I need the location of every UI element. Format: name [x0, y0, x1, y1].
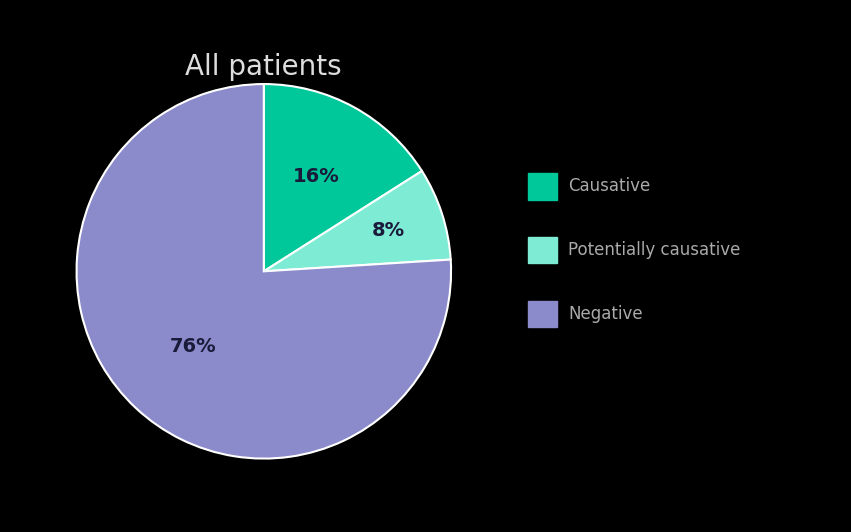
Text: Potentially causative: Potentially causative	[568, 241, 741, 259]
Text: 8%: 8%	[372, 221, 405, 240]
Wedge shape	[77, 84, 451, 459]
Text: All patients: All patients	[186, 53, 342, 81]
Text: 76%: 76%	[170, 337, 217, 356]
Text: Negative: Negative	[568, 305, 643, 323]
Text: Causative: Causative	[568, 177, 651, 195]
Text: 16%: 16%	[293, 167, 340, 186]
Wedge shape	[264, 171, 451, 271]
Wedge shape	[264, 84, 422, 271]
